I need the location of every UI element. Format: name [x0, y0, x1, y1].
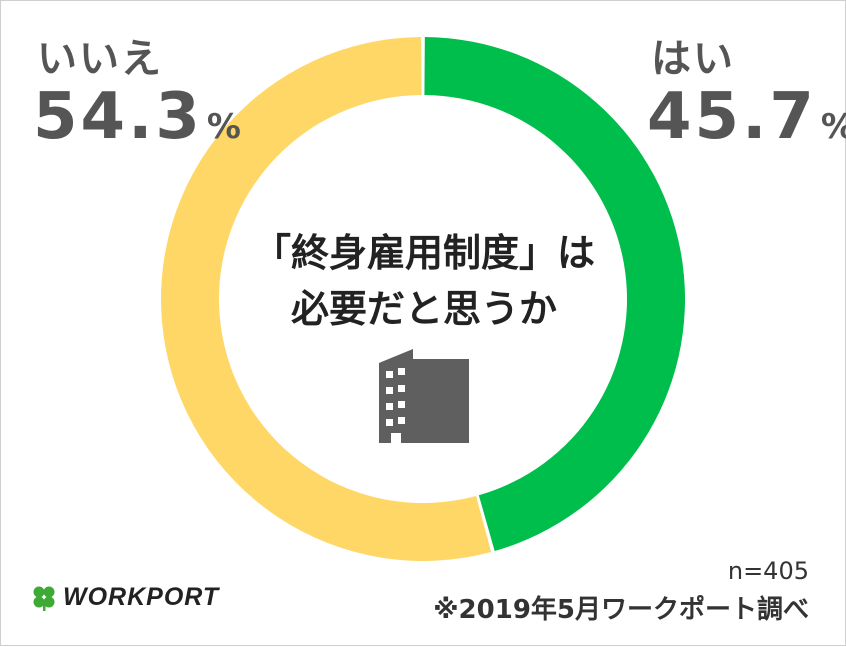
value-no-unit: % — [206, 107, 241, 147]
building-icon — [379, 349, 469, 443]
workport-logo: WORKPORT — [31, 583, 219, 612]
value-yes-number: 45.7 — [647, 80, 817, 154]
legend-value-yes: 45.7% — [647, 85, 846, 149]
chart-title: 「終身雇用制度」は 必要だと思うか — [224, 225, 624, 337]
value-no-number: 54.3 — [33, 80, 203, 154]
chart-title-line-2: 必要だと思うか — [290, 287, 557, 331]
value-yes-unit: % — [821, 107, 846, 147]
logo-text: WORKPORT — [63, 583, 220, 611]
donut-slice-yes — [424, 37, 685, 552]
source-note: ※2019年5月ワークポート調べ — [433, 595, 809, 625]
clover-icon — [33, 586, 55, 611]
legend-label-yes: はい — [651, 36, 735, 82]
chart-title-line-1: 「終身雇用制度」は — [252, 231, 595, 275]
legend-label-no: いいえ — [37, 36, 163, 82]
donut-slice-no — [161, 37, 492, 561]
sample-size: n=405 — [727, 557, 809, 585]
legend-value-no: 54.3% — [33, 85, 241, 149]
